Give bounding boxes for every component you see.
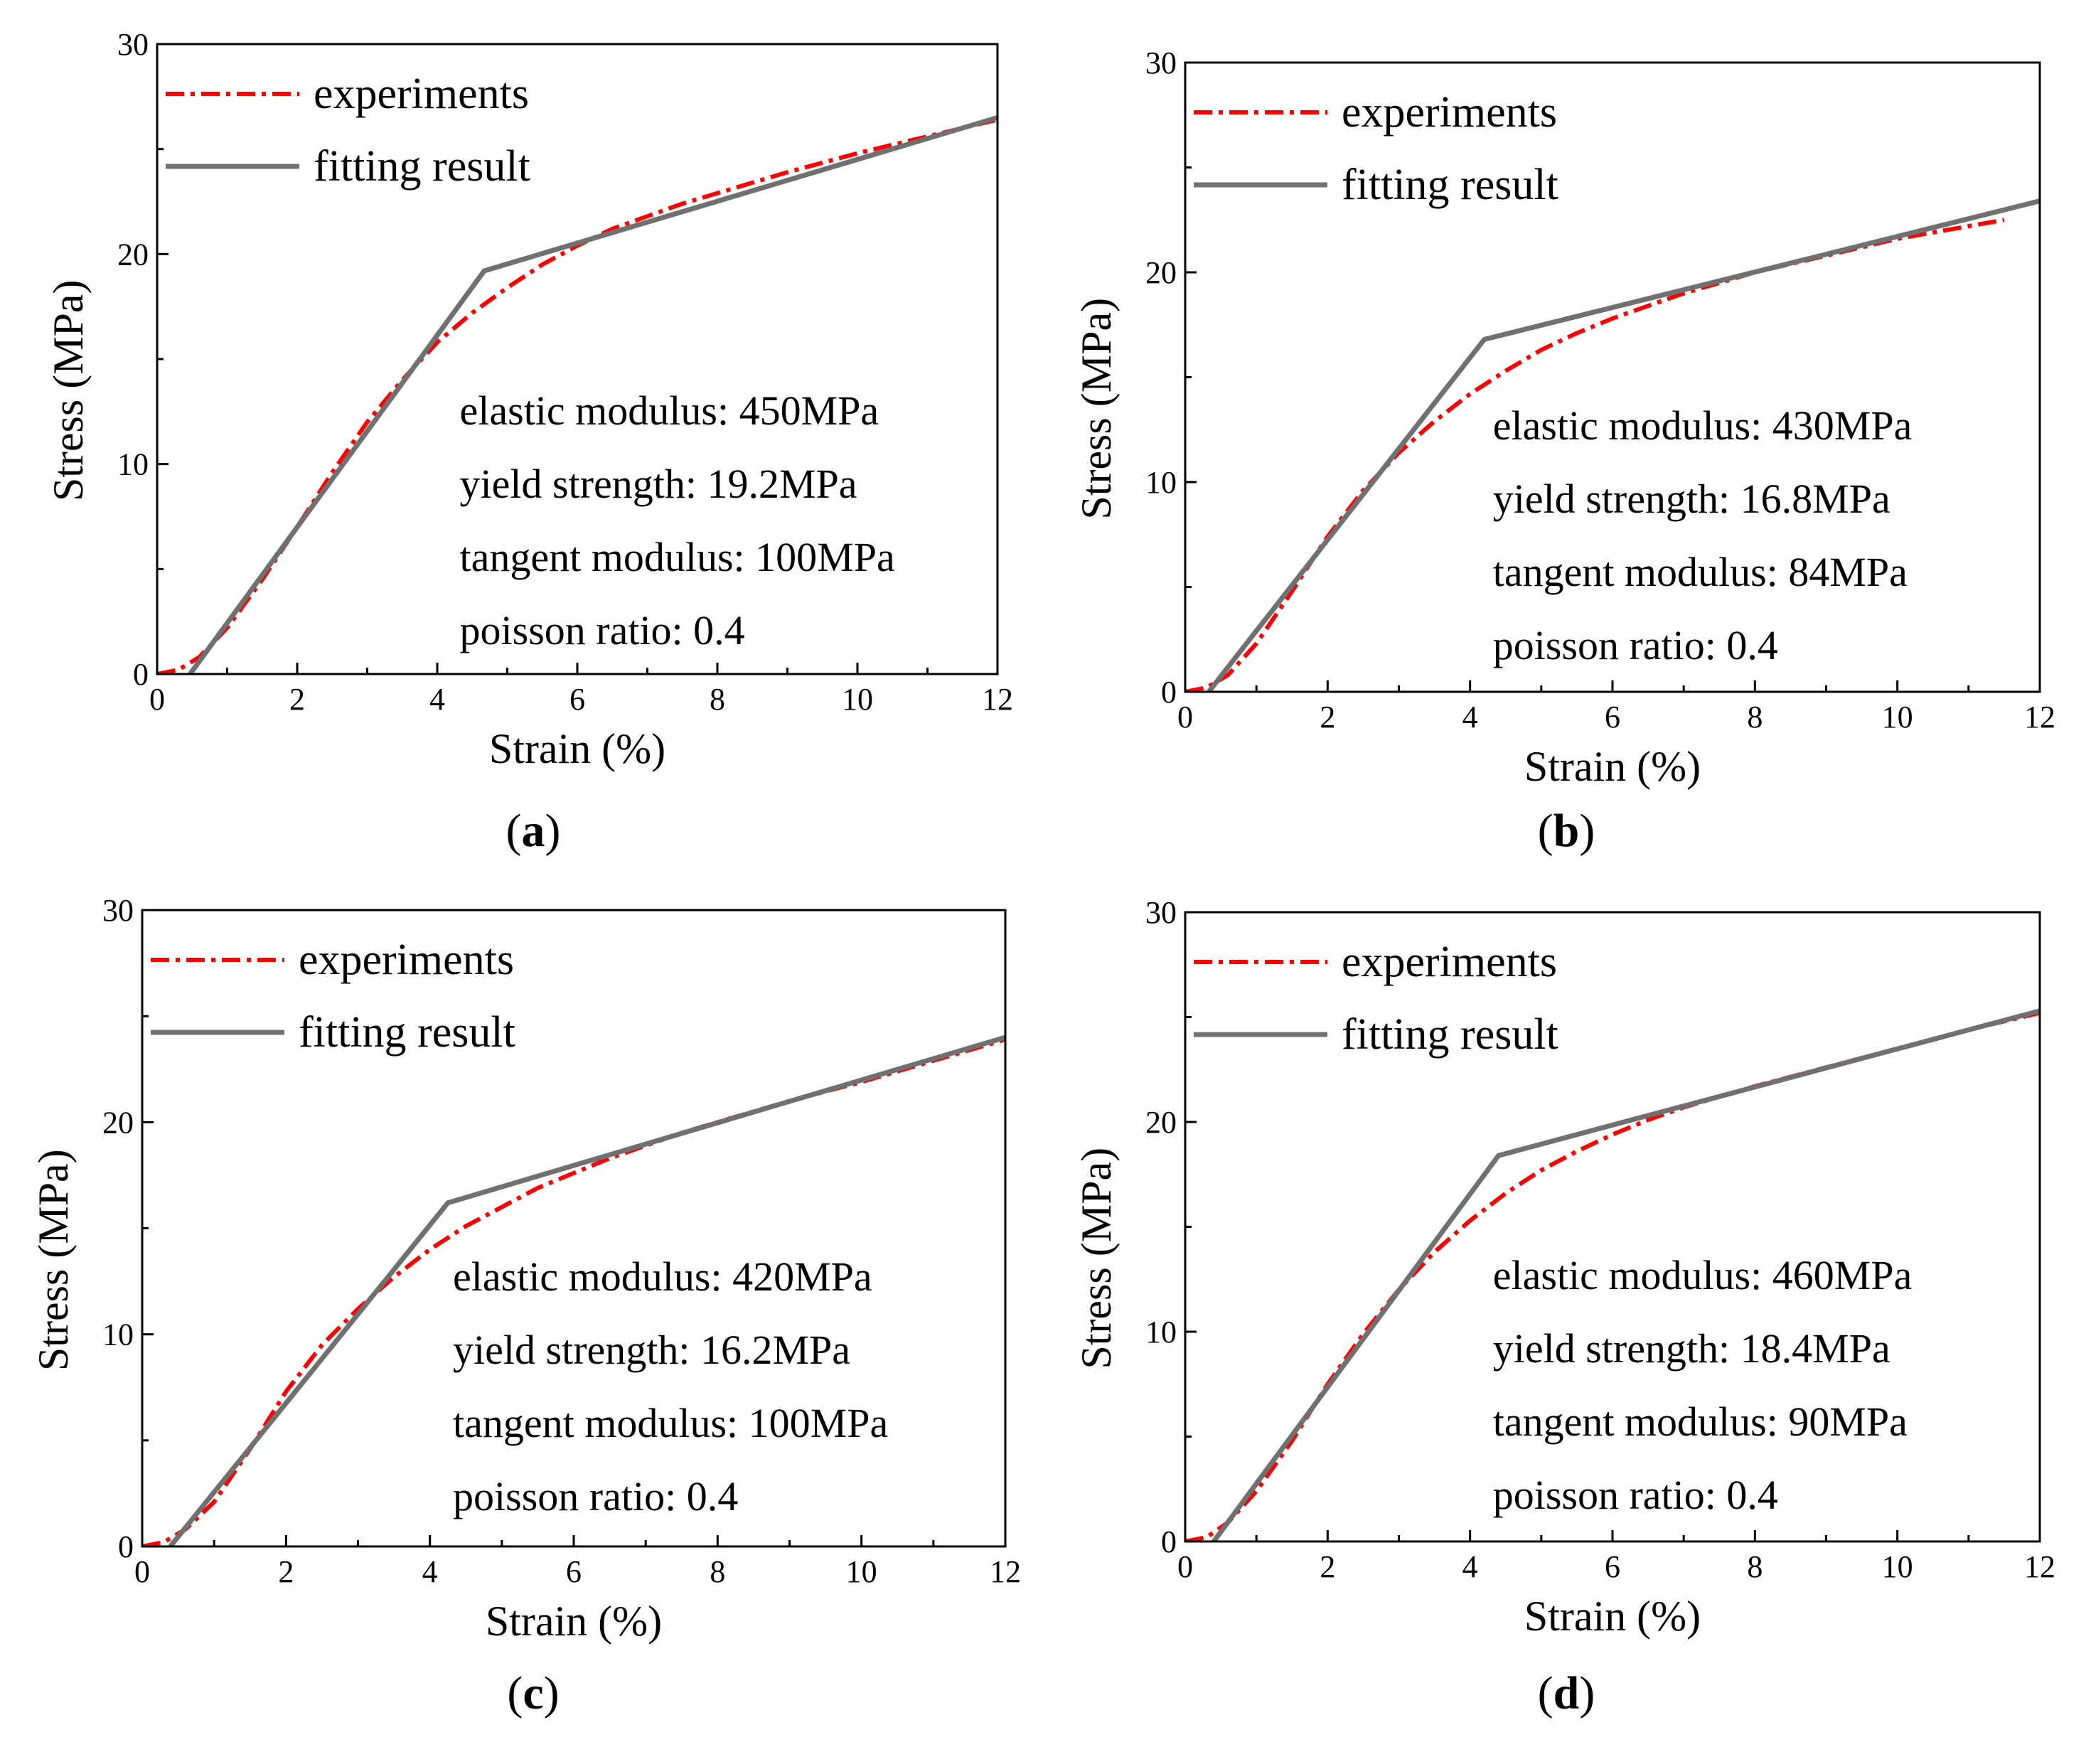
plot-frame: [1184, 61, 2041, 693]
x-tick-label: 4: [429, 682, 445, 717]
annotation-line: elastic modulus: 460MPa: [1493, 1252, 1913, 1298]
annotation-line: yield strength: 16.8MPa: [1493, 476, 1890, 522]
legend-label: experiments: [299, 936, 514, 984]
legend-label: experiments: [1342, 938, 1557, 986]
x-tick-label: 8: [710, 1554, 725, 1589]
y-tick-label: 10: [117, 447, 149, 482]
panel-label: (b): [1538, 805, 1595, 857]
annotation-line: yield strength: 19.2MPa: [460, 461, 857, 507]
x-tick-label: 6: [1605, 1549, 1620, 1584]
x-tick-label: 8: [1747, 700, 1763, 734]
x-axis-title: Strain (%): [486, 1598, 662, 1645]
y-axis-title: Stress (MPa): [45, 279, 92, 501]
x-tick-label: 10: [846, 1554, 877, 1589]
legend-label: experiments: [1342, 88, 1557, 137]
y-tick-label: 0: [118, 1529, 134, 1564]
y-tick-label: 30: [117, 27, 149, 62]
panel-label: (a): [506, 805, 561, 857]
x-tick-label: 8: [1747, 1549, 1763, 1584]
legend-label: fitting result: [1342, 161, 1558, 209]
x-tick-label: 2: [289, 682, 305, 717]
x-tick-label: 12: [2024, 700, 2055, 734]
annotation-line: tangent modulus: 90MPa: [1493, 1399, 1908, 1445]
y-tick-label: 20: [1145, 1105, 1177, 1140]
x-tick-label: 0: [134, 1554, 150, 1589]
legend-label: fitting result: [299, 1008, 515, 1057]
y-tick-label: 10: [1145, 1315, 1177, 1349]
fitting-result-line: [1207, 198, 2040, 692]
x-axis-title: Strain (%): [1524, 743, 1701, 790]
x-tick-label: 0: [1177, 700, 1193, 734]
x-tick-label: 2: [1320, 1549, 1335, 1584]
annotation-line: tangent modulus: 100MPa: [460, 534, 895, 580]
y-tick-label: 20: [102, 1105, 134, 1140]
chart-panel-c: 0 2 4 6 8 10 12 0 10 20 30 Strain (%) Stress (MPa) ex…: [30, 893, 1021, 1719]
annotation-line: elastic modulus: 450MPa: [460, 387, 879, 434]
x-tick-label: 0: [149, 682, 165, 717]
annotation-line: tangent modulus: 100MPa: [453, 1400, 888, 1446]
x-tick-label: 4: [1462, 700, 1478, 734]
x-tick-label: 0: [1177, 1549, 1193, 1584]
y-tick-label: 0: [133, 657, 149, 692]
y-tick-label: 30: [102, 893, 134, 928]
x-tick-label: 6: [1605, 700, 1620, 734]
experiments-line: [1185, 218, 2005, 692]
x-tick-label: 4: [1462, 1549, 1478, 1584]
x-axis-title: Strain (%): [489, 725, 665, 772]
annotation-line: tangent modulus: 84MPa: [1493, 549, 1908, 595]
annotation-line: poisson ratio: 0.4: [1493, 1472, 1778, 1518]
annotation-line: elastic modulus: 430MPa: [1493, 402, 1913, 449]
y-tick-label: 20: [117, 237, 149, 272]
y-tick-label: 20: [1145, 255, 1177, 290]
y-axis-title: Stress (MPa): [1073, 298, 1120, 520]
x-tick-label: 6: [569, 682, 585, 717]
x-tick-label: 6: [566, 1554, 582, 1589]
y-tick-label: 30: [1145, 46, 1177, 80]
x-tick-label: 4: [422, 1554, 438, 1589]
fitting-result-line: [1212, 1008, 2040, 1541]
annotation-line: poisson ratio: 0.4: [1493, 622, 1778, 668]
x-tick-label: 12: [990, 1554, 1021, 1589]
panel-label: (d): [1538, 1667, 1595, 1719]
chart-panel-a: 0 2 4 6 8 10 12 0 10 20 30 Strain (%) Stress (MPa) ex…: [45, 27, 1013, 857]
chart-panel-b: 0 2 4 6 8 10 12 0 10 20 30 Strain (%) Stress (MPa) ex…: [1073, 46, 2055, 857]
x-tick-label: 2: [1320, 700, 1335, 734]
legend-label: experiments: [314, 70, 529, 118]
fitting-result-line: [188, 115, 997, 674]
x-tick-label: 10: [842, 682, 873, 717]
x-tick-label: 12: [982, 682, 1013, 717]
annotation-line: poisson ratio: 0.4: [460, 607, 745, 653]
annotation-line: elastic modulus: 420MPa: [453, 1253, 872, 1300]
annotation-line: yield strength: 16.2MPa: [453, 1327, 850, 1373]
legend-label: fitting result: [1342, 1010, 1558, 1059]
panel-label: (c): [507, 1667, 559, 1719]
annotation-line: yield strength: 18.4MPa: [1493, 1325, 1890, 1372]
plot-frame: [141, 909, 1007, 1548]
y-axis-title: Stress (MPa): [30, 1149, 77, 1371]
y-tick-label: 10: [1145, 465, 1177, 500]
y-tick-label: 0: [1161, 1524, 1177, 1559]
y-tick-label: 10: [102, 1317, 134, 1352]
fitting-result-line: [168, 1035, 1005, 1546]
y-tick-label: 30: [1145, 895, 1177, 930]
plot-frame: [1184, 911, 2041, 1543]
annotation-line: poisson ratio: 0.4: [453, 1473, 738, 1519]
x-axis-title: Strain (%): [1524, 1593, 1701, 1640]
experiments-line: [157, 117, 997, 674]
chart-panel-d: 0 2 4 6 8 10 12 0 10 20 30 Strain (%) Stress (MPa) ex…: [1073, 895, 2055, 1719]
x-tick-label: 2: [278, 1554, 294, 1589]
y-axis-title: Stress (MPa): [1073, 1148, 1120, 1369]
legend-label: fitting result: [314, 142, 530, 191]
x-tick-label: 10: [1882, 1549, 1913, 1584]
x-tick-label: 10: [1882, 700, 1913, 734]
y-tick-label: 0: [1161, 675, 1177, 710]
x-tick-label: 12: [2024, 1549, 2055, 1584]
x-tick-label: 8: [710, 682, 725, 717]
